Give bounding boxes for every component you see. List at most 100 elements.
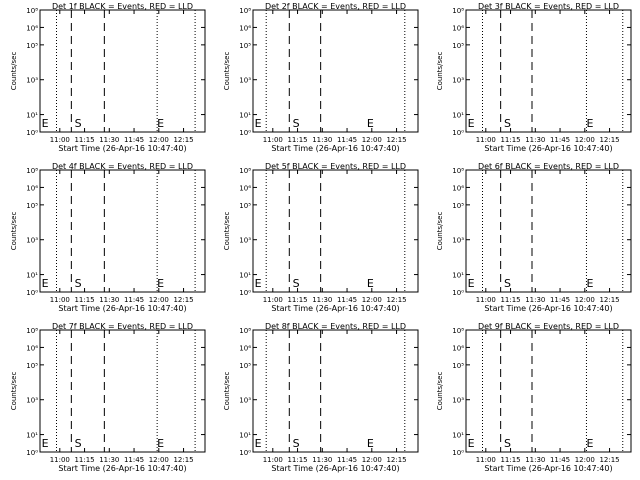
y-axis-label: Counts/sec <box>436 52 444 91</box>
panel-det-1: Det 1f BLACK = Events, RED = LLD Counts/s… <box>10 2 206 153</box>
panel-title: Det 2f BLACK = Events, RED = LLD <box>265 2 406 11</box>
interval-marker-e: E <box>157 117 164 130</box>
y-tick-label: 10³ <box>239 77 251 85</box>
y-axis-label: Counts/sec <box>223 52 231 91</box>
y-tick-label: 10⁵ <box>26 362 38 370</box>
interval-marker-e: E <box>42 437 49 450</box>
y-tick-label: 10⁰ <box>26 449 38 457</box>
x-tick-label: 11:00 <box>50 456 70 464</box>
x-axis-label: Start Time (26-Apr-16 10:47:40) <box>58 464 186 473</box>
interval-marker-s: S <box>504 117 511 130</box>
x-tick-label: 11:15 <box>74 136 94 144</box>
plot-frame <box>39 169 206 293</box>
interval-marker-s: S <box>293 437 300 450</box>
interval-marker-e: E <box>42 277 49 290</box>
x-tick-label: 11:45 <box>550 296 570 304</box>
x-axis-label: Start Time (26-Apr-16 10:47:40) <box>484 464 612 473</box>
x-tick-label: 11:30 <box>525 456 545 464</box>
x-axis-label: Start Time (26-Apr-16 10:47:40) <box>271 464 399 473</box>
y-tick-label: 10⁶ <box>239 24 251 32</box>
interval-marker-e: E <box>42 117 49 130</box>
x-tick-label: 11:45 <box>550 456 570 464</box>
x-tick-label: 12:00 <box>362 456 382 464</box>
y-tick-label: 10⁶ <box>239 184 251 192</box>
y-tick-label: 10¹ <box>452 272 464 280</box>
y-tick-label: 10⁵ <box>239 42 251 50</box>
y-tick-label: 10¹ <box>26 112 38 120</box>
y-tick-label: 10⁰ <box>26 129 38 137</box>
y-tick-label: 10⁵ <box>452 362 464 370</box>
interval-marker-s: S <box>504 277 511 290</box>
y-axis-label: Counts/sec <box>223 212 231 251</box>
panel-det-9: Det 9f BLACK = Events, RED = LLD Counts/s… <box>436 322 632 473</box>
x-tick-label: 11:45 <box>337 296 357 304</box>
x-axis-label: Start Time (26-Apr-16 10:47:40) <box>271 144 399 153</box>
x-tick-label: 11:45 <box>124 296 144 304</box>
interval-marker-s: S <box>75 117 82 130</box>
plot-frame <box>252 169 419 293</box>
y-tick-label: 10⁰ <box>26 289 38 297</box>
y-tick-label: 10⁸ <box>26 167 38 175</box>
x-tick-label: 11:45 <box>124 136 144 144</box>
x-tick-label: 11:00 <box>263 136 283 144</box>
y-tick-label: 10⁰ <box>452 449 464 457</box>
y-tick-label: 10⁰ <box>239 129 251 137</box>
y-tick-label: 10³ <box>239 397 251 405</box>
x-tick-label: 12:00 <box>362 296 382 304</box>
x-axis-label: Start Time (26-Apr-16 10:47:40) <box>58 144 186 153</box>
x-tick-label: 11:30 <box>525 296 545 304</box>
y-tick-label: 10⁰ <box>239 449 251 457</box>
y-axis-label: Counts/sec <box>223 372 231 411</box>
panel-title: Det 8f BLACK = Events, RED = LLD <box>265 322 406 331</box>
x-tick-label: 12:15 <box>386 296 406 304</box>
x-tick-label: 11:30 <box>312 456 332 464</box>
panel-title: Det 1f BLACK = Events, RED = LLD <box>52 2 193 11</box>
x-tick-label: 11:15 <box>74 456 94 464</box>
x-tick-label: 11:45 <box>124 456 144 464</box>
interval-marker-e: E <box>468 117 475 130</box>
x-tick-label: 11:30 <box>312 296 332 304</box>
x-tick-label: 11:00 <box>476 136 496 144</box>
interval-marker-e: E <box>586 117 593 130</box>
interval-marker-s: S <box>293 277 300 290</box>
y-axis-label: Counts/sec <box>10 52 18 91</box>
y-tick-label: 10⁰ <box>452 129 464 137</box>
y-tick-label: 10³ <box>452 397 464 405</box>
interval-marker-e: E <box>367 437 374 450</box>
y-tick-label: 10⁵ <box>452 42 464 50</box>
y-tick-label: 10¹ <box>239 272 251 280</box>
plot-frame <box>465 329 632 453</box>
plot-frame <box>39 329 206 453</box>
x-tick-label: 11:30 <box>312 136 332 144</box>
y-tick-label: 10⁰ <box>452 289 464 297</box>
y-tick-label: 10¹ <box>452 112 464 120</box>
y-tick-label: 10⁵ <box>452 202 464 210</box>
interval-marker-e: E <box>255 437 262 450</box>
y-tick-label: 10¹ <box>239 112 251 120</box>
plot-frame <box>465 9 632 133</box>
x-tick-label: 11:30 <box>525 136 545 144</box>
y-tick-label: 10⁵ <box>26 42 38 50</box>
panel-title: Det 5f BLACK = Events, RED = LLD <box>265 162 406 171</box>
x-tick-label: 11:45 <box>337 456 357 464</box>
x-tick-label: 11:00 <box>50 136 70 144</box>
y-tick-label: 10³ <box>452 77 464 85</box>
y-tick-label: 10⁸ <box>26 327 38 335</box>
y-axis-label: Counts/sec <box>10 212 18 251</box>
interval-marker-e: E <box>468 437 475 450</box>
x-tick-label: 11:45 <box>337 136 357 144</box>
x-tick-label: 11:30 <box>99 296 119 304</box>
x-axis-label: Start Time (26-Apr-16 10:47:40) <box>58 304 186 313</box>
interval-marker-s: S <box>293 117 300 130</box>
y-tick-label: 10³ <box>452 237 464 245</box>
x-tick-label: 11:00 <box>476 296 496 304</box>
x-tick-label: 11:45 <box>550 136 570 144</box>
x-tick-label: 12:00 <box>575 296 595 304</box>
x-tick-label: 11:15 <box>500 136 520 144</box>
panel-det-7: Det 7f BLACK = Events, RED = LLD Counts/s… <box>10 322 206 473</box>
interval-marker-s: S <box>75 437 82 450</box>
panel-det-8: Det 8f BLACK = Events, RED = LLD Counts/s… <box>223 322 419 473</box>
interval-marker-e: E <box>586 437 593 450</box>
x-tick-label: 12:00 <box>149 456 169 464</box>
